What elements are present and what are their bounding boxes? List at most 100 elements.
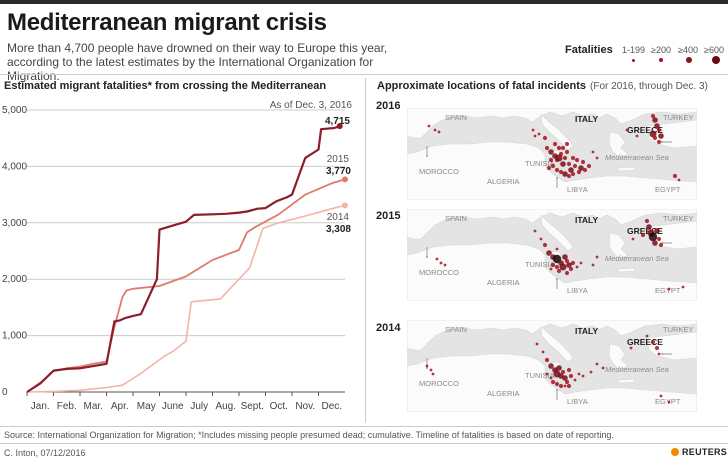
incident-dot — [566, 173, 572, 179]
y-tick-label: 2,000 — [2, 274, 27, 285]
incident-dot — [657, 352, 661, 356]
incident-dot — [437, 130, 441, 134]
incident-dot — [595, 156, 599, 160]
incident-dot — [601, 366, 605, 370]
map-year-2015: 2015 — [376, 210, 401, 222]
map-2016: SPAIN ITALY GREECE TURKEY TUNISIA MOROCCO ALGE… — [407, 108, 697, 200]
greece-shape — [608, 232, 629, 260]
series-line-2014 — [26, 204, 346, 393]
legend-title: Fatalities — [565, 44, 613, 56]
italy-shape — [540, 214, 574, 252]
incident-dot — [640, 232, 646, 238]
incident-dot — [559, 263, 567, 271]
incident-dot — [537, 132, 541, 136]
incident-dot — [555, 247, 559, 251]
map-label-algeria: ALGERIA — [487, 177, 520, 186]
incident-dot — [548, 149, 554, 155]
x-tick-label: Aug. — [215, 401, 236, 412]
map-pointer-tip — [661, 353, 663, 355]
incident-dot — [558, 169, 564, 175]
incident-dot — [656, 139, 662, 145]
map-pointer-tip — [426, 155, 428, 157]
incident-dot — [541, 350, 545, 354]
map-label-sea: Mediterranean Sea — [605, 365, 669, 374]
incident-dot — [435, 257, 439, 261]
maps-header-note: (For 2016, through Dec. 3) — [590, 81, 708, 92]
incident-dot — [650, 113, 656, 119]
incident-dot — [564, 270, 570, 276]
incident-dot — [591, 150, 595, 154]
legend-dot-2 — [659, 58, 663, 62]
y-tick-label: 4,000 — [2, 161, 27, 172]
incident-dot — [562, 171, 568, 177]
incident-dot — [581, 374, 585, 378]
incident-dot — [576, 169, 582, 175]
map-label-spain: SPAIN — [445, 325, 467, 334]
incident-dot — [439, 261, 443, 265]
italy-shape — [540, 325, 574, 363]
incident-dot — [577, 372, 581, 376]
incident-dot — [425, 364, 429, 368]
map-label-italy: ITALY — [575, 326, 598, 336]
incident-dot — [546, 250, 552, 256]
incident-dot — [568, 266, 574, 272]
series-end-label-2014: 3,308 — [326, 224, 351, 235]
incident-dot — [646, 224, 652, 230]
x-tick-label: July — [190, 401, 208, 412]
incident-dot — [629, 346, 633, 350]
map-label-sea: Mediterranean Sea — [605, 153, 669, 162]
incident-dot — [579, 261, 583, 265]
incident-dot — [535, 342, 539, 346]
incident-dot — [542, 242, 548, 248]
incident-dot — [549, 267, 553, 271]
series-end-label-2016: 4,715 — [325, 116, 350, 127]
series-line-2015 — [26, 178, 346, 393]
incident-dot — [654, 228, 660, 234]
map-pointer-tip — [556, 278, 558, 280]
series-line-2016 — [26, 125, 341, 393]
fatalities-legend: Fatalities 1-199 ≥200 ≥400 ≥600 — [565, 41, 725, 71]
incident-dot — [578, 165, 584, 171]
incident-dot — [554, 264, 560, 270]
crete-shape — [617, 378, 636, 384]
incident-dot — [566, 367, 572, 373]
incident-dot — [566, 161, 572, 167]
legend-cat-4: ≥600 — [704, 45, 724, 55]
x-tick-label: Apr. — [111, 401, 129, 412]
legend-dot-3 — [686, 57, 692, 63]
incident-dot — [654, 123, 660, 129]
incident-dot — [554, 381, 560, 387]
map-label-libya: LIBYA — [567, 185, 588, 194]
map-2014: SPAIN ITALY GREECE TURKEY TUNISIA MOROCCO ALGE… — [407, 320, 697, 412]
crete-shape — [617, 166, 636, 172]
incident-dot — [586, 163, 592, 169]
incident-dot — [582, 167, 588, 173]
incident-dot — [556, 365, 562, 371]
incident-dot — [542, 135, 548, 141]
map-label-egypt: EGYPT — [655, 185, 681, 194]
greece-shape — [608, 131, 629, 159]
incident-dot — [560, 369, 566, 375]
map-label-tunisia: TUNISIA — [525, 159, 555, 168]
incident-dot — [570, 171, 576, 177]
incident-dot — [574, 157, 580, 163]
page-subtitle: More than 4,700 people have drowned on t… — [7, 41, 388, 83]
map-pointer-tip — [556, 177, 558, 179]
incident-dot — [562, 155, 568, 161]
map-label-turkey: TURKEY — [663, 113, 693, 122]
africa-landmass — [407, 242, 697, 301]
incident-dot — [595, 362, 599, 366]
header-rule — [0, 74, 728, 75]
reuters-mark-icon — [671, 448, 679, 456]
incident-dot — [667, 287, 671, 291]
map-label-algeria: ALGERIA — [487, 278, 520, 287]
incident-dot — [591, 263, 595, 267]
incident-dot — [570, 260, 576, 266]
incident-dot — [564, 141, 570, 147]
incident-dot — [649, 130, 657, 138]
map-label-italy: ITALY — [575, 215, 598, 225]
reuters-logo: REUTERS — [671, 447, 727, 457]
north-landmass — [407, 209, 697, 240]
map-pointer-tip — [661, 141, 663, 143]
incident-dot — [652, 135, 658, 141]
